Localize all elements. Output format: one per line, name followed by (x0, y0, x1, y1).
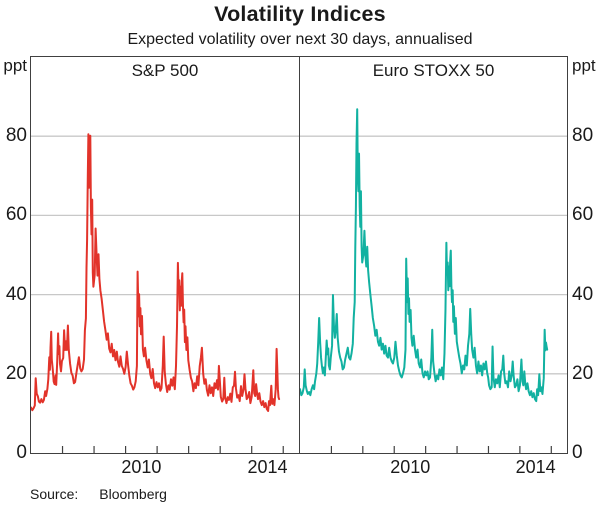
panel-sp500: S&P 500 (31, 57, 299, 453)
plot-area: S&P 500 Euro STOXX 50 (30, 56, 568, 454)
source-value: Bloomberg (99, 486, 167, 502)
sp500-line-chart (31, 133, 299, 453)
x-axis-label-2014-left: 2014 (247, 457, 288, 477)
y-axis-label-0-right: 0 (572, 442, 583, 463)
x-axis-label-2010-right: 2010 (390, 457, 431, 477)
y-axis-unit-left: ppt (3, 56, 27, 75)
y-axis-label-60-right: 60 (572, 204, 594, 226)
y-axis-label-60-left: 60 (5, 204, 27, 226)
series-line-sp500 (31, 133, 281, 412)
panel-label-sp500: S&P 500 (131, 61, 199, 80)
source-label: Source: (30, 486, 79, 502)
chart-title: Volatility Indices (214, 2, 386, 26)
panel-label-eurostoxx50: Euro STOXX 50 (372, 61, 495, 80)
y-axis-unit-right: ppt (572, 56, 596, 75)
y-axis-label-80-left: 80 (5, 125, 27, 147)
x-axis-label-2010-left: 2010 (121, 457, 162, 477)
x-axis-label-2014-right: 2014 (515, 457, 556, 477)
y-axis-label-40-right: 40 (572, 283, 594, 305)
chart-subtitle: Expected volatility over next 30 days, a… (127, 31, 473, 48)
y-axis-label-80-right: 80 (572, 125, 594, 147)
panel-eurostoxx50: Euro STOXX 50 (299, 57, 567, 453)
y-axis-label-40-left: 40 (5, 283, 27, 305)
source-note: Source: Bloomberg (30, 486, 167, 502)
y-axis-label-20-right: 20 (572, 362, 594, 384)
y-axis-label-20-left: 20 (5, 362, 27, 384)
y-axis-label-0-left: 0 (16, 442, 27, 463)
eurostoxx50-line-chart (300, 108, 567, 453)
series-line-eurostoxx50 (300, 108, 549, 403)
